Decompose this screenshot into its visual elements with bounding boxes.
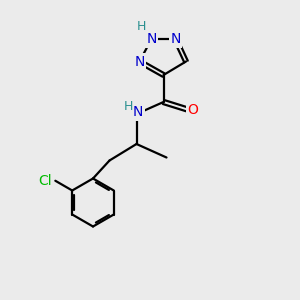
Text: Cl: Cl: [39, 174, 52, 188]
Text: N: N: [134, 55, 145, 68]
Text: O: O: [188, 103, 198, 116]
Text: H: H: [136, 20, 146, 34]
Text: H: H: [123, 100, 133, 113]
Text: N: N: [146, 32, 157, 46]
Text: N: N: [133, 106, 143, 119]
Text: N: N: [170, 32, 181, 46]
